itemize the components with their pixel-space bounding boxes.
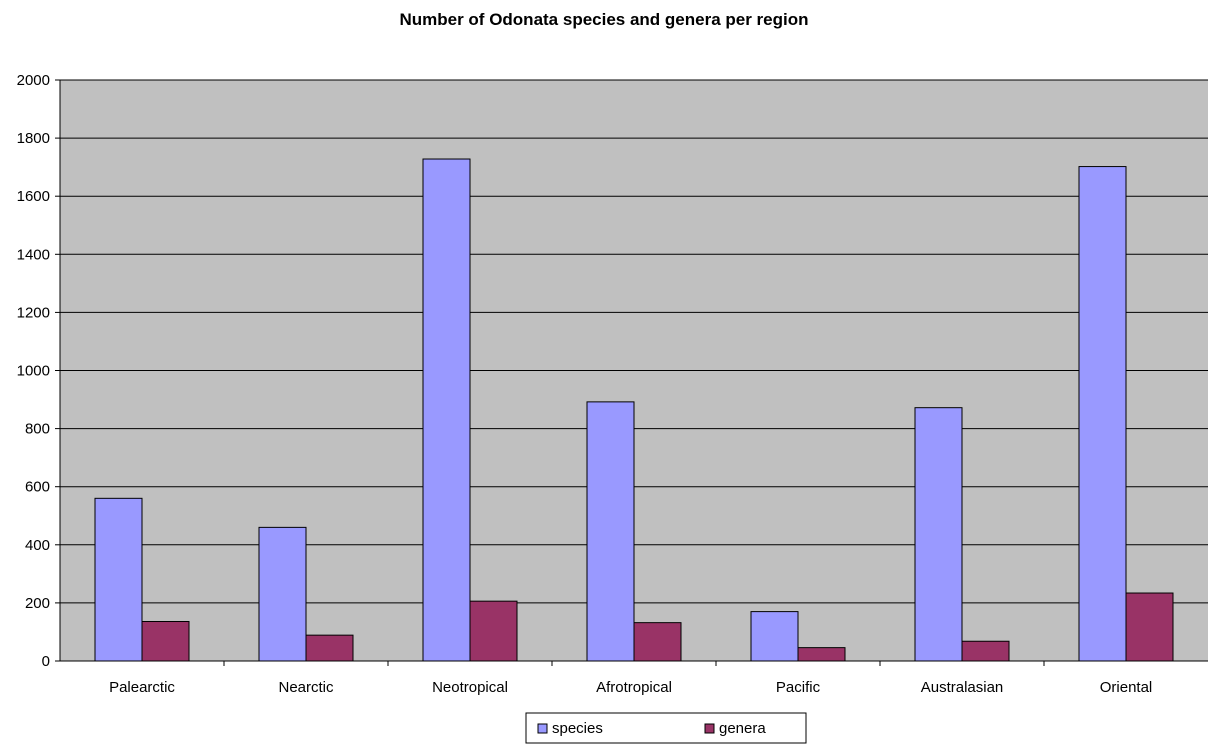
bar-genera-oriental (1125, 592, 1174, 662)
x-tick-label: Pacific (776, 679, 821, 696)
legend-label-genera: genera (719, 720, 766, 737)
y-tick-label: 400 (25, 537, 50, 554)
x-tick-label: Afrotropical (596, 679, 672, 696)
y-tick-label: 1200 (17, 304, 50, 321)
bar-genera-nearctic (305, 634, 354, 662)
bar-genera-afrotropical (633, 622, 682, 662)
bar-genera-palearctic (141, 620, 190, 662)
bar-genera-neotropical (469, 600, 518, 662)
x-tick-label: Oriental (1100, 679, 1153, 696)
y-tick-label: 1000 (17, 363, 50, 380)
bar-species-neotropical (422, 158, 471, 662)
bar-species-palearctic (94, 497, 143, 662)
x-tick-label: Palearctic (109, 679, 175, 696)
bar-species-pacific (750, 611, 799, 662)
y-tick-label: 0 (42, 653, 50, 670)
x-tick-label: Australasian (921, 679, 1004, 696)
x-tick-label: Neotropical (432, 679, 508, 696)
legend-box (525, 712, 807, 744)
legend-label-species: species (552, 720, 603, 737)
x-tick-label: Nearctic (278, 679, 334, 696)
y-tick-label: 1800 (17, 130, 50, 147)
bar-species-australasian (914, 407, 963, 662)
y-tick-label: 600 (25, 479, 50, 496)
bar-species-oriental (1078, 166, 1127, 662)
plot-area: 0 200 400 600 800 1000 1200 1400 1600 1800 2000 Pal… (17, 72, 1208, 696)
y-tick-label: 2000 (17, 72, 50, 89)
bar-genera-australasian (961, 640, 1010, 662)
chart-title: Number of Odonata species and genera per… (399, 10, 808, 29)
legend: species genera (525, 712, 807, 744)
legend-swatch-species (537, 723, 548, 734)
bar-genera-pacific (797, 647, 846, 662)
y-tick-label: 800 (25, 421, 50, 438)
y-tick-label: 1400 (17, 246, 50, 263)
bar-species-nearctic (258, 526, 307, 662)
legend-swatch-genera (704, 723, 715, 734)
bar-species-afrotropical (586, 401, 635, 662)
y-tick-label: 200 (25, 595, 50, 612)
y-tick-label: 1600 (17, 188, 50, 205)
